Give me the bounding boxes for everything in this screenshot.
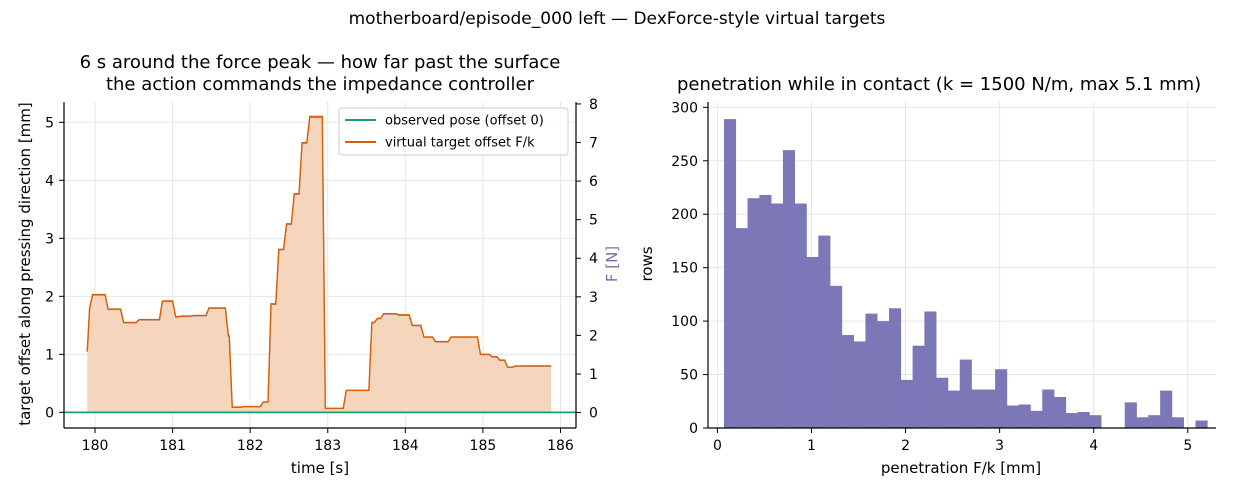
right-x-tick-label: 0 xyxy=(713,438,722,454)
legend-box xyxy=(338,107,569,156)
left-x-tick-label: 180 xyxy=(82,438,109,454)
chart-offset-timeline: 6 s around the force peak — how far past… xyxy=(16,52,621,477)
histogram-bar xyxy=(995,369,1008,428)
left-y-tick-label: 0 xyxy=(45,405,54,421)
left-y-tick-label: 5 xyxy=(45,115,54,131)
left-y2-tick-label: 0 xyxy=(589,406,598,422)
figure-suptitle: motherboard/episode_000 left — DexForce-… xyxy=(349,9,886,29)
histogram-bar xyxy=(853,341,866,428)
histogram-bar xyxy=(747,198,760,428)
series-virtual-target-offset xyxy=(86,115,552,409)
histogram-bar xyxy=(1065,413,1078,428)
chart-penetration-histogram: penetration while in contact (k = 1500 N… xyxy=(638,74,1216,477)
left-y2-tick-label: 5 xyxy=(589,213,598,229)
histogram-bar xyxy=(1054,397,1067,428)
left-y2-tick-label: 1 xyxy=(589,367,598,383)
right-y-tick-label: 100 xyxy=(671,314,698,330)
left-x-tick-label: 182 xyxy=(237,438,264,454)
histogram-bar xyxy=(1089,415,1102,428)
right-x-tick-label: 2 xyxy=(901,438,910,454)
legend-label-0: observed pose (offset 0) xyxy=(385,114,544,129)
left-y-tick-label: 2 xyxy=(45,289,54,305)
histogram-bar xyxy=(806,256,819,428)
left-x-tick-label: 186 xyxy=(547,438,574,454)
histogram-bar xyxy=(794,203,807,428)
histogram-bar xyxy=(900,379,913,428)
histogram-bar xyxy=(782,150,796,428)
right-y-tick-label: 0 xyxy=(689,421,698,437)
left-y2-tick-label: 8 xyxy=(589,97,598,113)
histogram-bar xyxy=(735,228,748,428)
right-y-tick-label: 200 xyxy=(671,207,698,223)
left-title-line-1: 6 s around the force peak — how far past… xyxy=(80,52,561,73)
left-x-tick-label: 181 xyxy=(159,438,186,454)
left-y-tick-label: 3 xyxy=(45,231,54,247)
histogram-bar xyxy=(771,203,784,428)
histogram-bar xyxy=(1195,420,1208,428)
histogram-bar xyxy=(1018,404,1031,428)
right-plot-area xyxy=(723,119,1208,429)
histogram-bar xyxy=(983,389,996,428)
left-axes: 180 181 182 183 184 185 186 0 1 2 3 4 5 0 1 2 3 4 5 6 7 8 xyxy=(45,97,598,454)
histogram-bar xyxy=(1136,417,1149,428)
right-y-tick-label: 250 xyxy=(671,154,698,170)
left-y2-tick-label: 3 xyxy=(589,290,598,306)
histogram-bar xyxy=(936,377,949,428)
histogram-bar xyxy=(877,321,890,428)
histogram-bar xyxy=(1042,389,1055,428)
left-x-tick-label: 185 xyxy=(470,438,497,454)
histogram-bar xyxy=(841,335,854,428)
left-xlabel: time [s] xyxy=(291,459,349,477)
histogram-bar xyxy=(889,308,902,428)
histogram-bar xyxy=(1124,402,1137,428)
left-y-tick-label: 1 xyxy=(45,347,54,363)
left-x-tick-label: 183 xyxy=(314,438,341,454)
left-plot-area xyxy=(64,115,576,414)
histogram-bar xyxy=(818,235,831,428)
left-ylabel: target offset along pressing direction [… xyxy=(16,102,34,426)
right-x-tick-label: 4 xyxy=(1089,438,1098,454)
histogram-bar xyxy=(971,389,984,428)
histogram-bar xyxy=(865,313,878,428)
histogram-bar xyxy=(924,311,937,428)
right-x-tick-label: 1 xyxy=(807,438,816,454)
histogram-bar xyxy=(830,285,843,428)
left-y2-tick-label: 4 xyxy=(589,251,598,267)
histogram-bar xyxy=(759,194,772,428)
histogram-bar xyxy=(959,359,972,428)
histogram-bar xyxy=(1160,390,1173,428)
right-x-tick-label: 3 xyxy=(995,438,1004,454)
right-ylabel: rows xyxy=(638,246,656,281)
right-y-tick-label: 150 xyxy=(671,261,698,277)
histogram-bar xyxy=(1077,411,1090,428)
histogram-bar xyxy=(1148,415,1161,428)
histogram-bar xyxy=(1171,417,1185,428)
left-y2-tick-label: 2 xyxy=(589,328,598,344)
histogram-bar xyxy=(1006,405,1019,428)
histogram-bar xyxy=(723,119,737,429)
right-y-tick-label: 50 xyxy=(680,368,698,384)
left-title-line-2: the action commands the impedance contro… xyxy=(106,74,535,95)
left-y-tick-label: 4 xyxy=(45,173,54,189)
histogram-bar xyxy=(947,390,961,428)
histogram-bar xyxy=(1030,410,1043,428)
left-legend: observed pose (offset 0) virtual target o… xyxy=(338,107,569,156)
right-y-tick-label: 300 xyxy=(671,100,698,116)
right-xlabel: penetration F/k [mm] xyxy=(881,459,1041,477)
left-y2-tick-label: 6 xyxy=(589,174,598,190)
right-title: penetration while in contact (k = 1500 N… xyxy=(677,74,1201,95)
left-y2-tick-label: 7 xyxy=(589,136,598,152)
right-x-tick-label: 5 xyxy=(1183,438,1192,454)
histogram-bar xyxy=(912,345,925,428)
left-y2label: F [N] xyxy=(603,246,621,282)
left-x-tick-label: 184 xyxy=(392,438,419,454)
penetration-area xyxy=(87,116,552,413)
legend-label-1: virtual target offset F/k xyxy=(385,136,535,151)
